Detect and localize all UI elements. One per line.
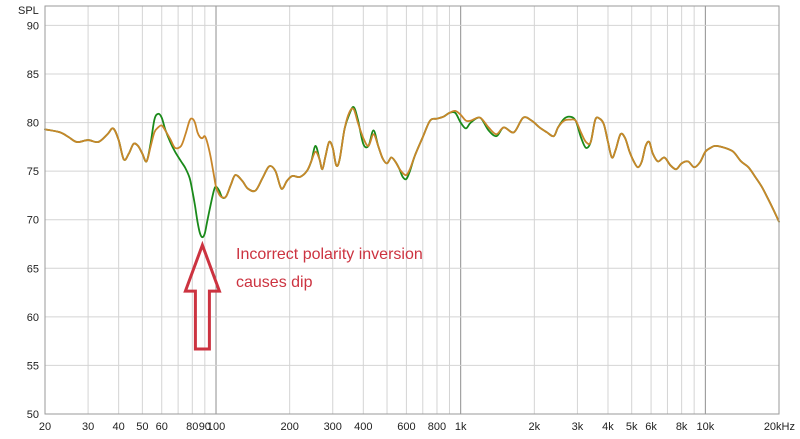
- annotation: Incorrect polarity inversion causes dip: [183, 240, 423, 351]
- y-axis-label: SPL: [18, 5, 39, 17]
- x-tick-label: 80: [186, 421, 198, 433]
- x-tick-label: 50: [136, 421, 148, 433]
- x-tick-label: 1k: [455, 421, 467, 433]
- x-tick-label: 400: [354, 421, 372, 433]
- x-tick-label: 3k: [572, 421, 584, 433]
- y-tick-label: 55: [27, 360, 39, 372]
- y-tick-label: 80: [27, 118, 39, 130]
- x-tick-label: 20: [39, 421, 51, 433]
- plot-frame: [44, 5, 780, 415]
- x-tick-label: 20kHz: [764, 421, 795, 433]
- x-tick-label: 100: [207, 421, 225, 433]
- annotation-arrow: [183, 240, 222, 351]
- series-line-1: [44, 106, 780, 239]
- x-tick-label: 5k: [626, 421, 638, 433]
- x-tick-label: 40: [113, 421, 125, 433]
- x-tick-label: 2k: [529, 421, 541, 433]
- y-tick-label: 60: [27, 312, 39, 324]
- annotation-line-2: causes dip: [236, 274, 313, 291]
- x-tick-label: 30: [82, 421, 94, 433]
- x-tick-label: 8k: [676, 421, 688, 433]
- y-tick-label: 85: [27, 69, 39, 81]
- x-tick-label: 300: [324, 421, 342, 433]
- x-tick-label: 4k: [602, 421, 614, 433]
- annotation-line-1: Incorrect polarity inversion: [236, 246, 423, 263]
- series-line-2: [44, 107, 780, 223]
- x-tick-label: 600: [397, 421, 415, 433]
- grid: [44, 6, 780, 415]
- y-tick-label: 70: [27, 215, 39, 227]
- y-tick-label: 65: [27, 263, 39, 275]
- x-tick-label: 90: [199, 421, 211, 433]
- y-tick-label: 75: [27, 166, 39, 178]
- x-tick-label: 6k: [645, 421, 657, 433]
- y-tick-label: 50: [27, 409, 39, 421]
- x-tick-label: 200: [280, 421, 298, 433]
- series-layer: [44, 106, 780, 239]
- x-tick-label: 10k: [696, 421, 714, 433]
- x-tick-label: 60: [156, 421, 168, 433]
- y-tick-label: 90: [27, 20, 39, 32]
- x-tick-label: 800: [428, 421, 446, 433]
